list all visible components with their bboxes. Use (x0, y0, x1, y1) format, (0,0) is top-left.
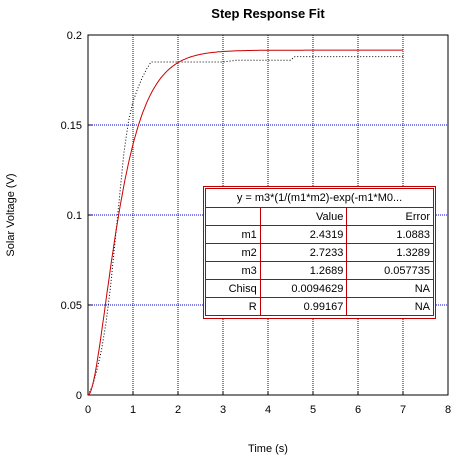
x-tick-label: 0 (85, 404, 91, 416)
param-error: 0.057735 (346, 261, 434, 280)
x-tick-label: 3 (220, 404, 226, 416)
param-value: 2.4319 (259, 225, 348, 244)
param-name: m2 (205, 243, 261, 262)
param-value: 1.2689 (259, 261, 348, 280)
x-tick-label: 4 (265, 404, 271, 416)
param-name: Chisq (205, 279, 261, 298)
y-tick-label: 0.05 (61, 300, 82, 312)
table-row: m3 1.2689 0.057735 (205, 261, 434, 280)
fit-equation: y = m3*(1/(m1*m2)-exp(-m1*M0... (205, 188, 434, 208)
x-tick-labels: 0 1 2 3 4 5 6 7 8 (85, 404, 451, 416)
chart-title: Step Response Fit (211, 6, 325, 21)
table-header-cell: Error (346, 207, 434, 226)
param-value: 2.7233 (259, 243, 348, 262)
param-value: 0.0094629 (259, 279, 348, 298)
y-tick-label: 0.1 (67, 210, 82, 222)
x-tick-label: 5 (310, 404, 316, 416)
y-tick-labels: 0 0.05 0.1 0.15 0.2 (61, 30, 82, 402)
x-tick-label: 1 (130, 404, 136, 416)
table-header-cell: Value (259, 207, 348, 226)
fit-curve (87, 49, 403, 396)
table-row: Chisq 0.0094629 NA (205, 279, 434, 298)
param-error: 1.3289 (346, 243, 434, 262)
param-error: 1.0883 (346, 225, 434, 244)
table-row: m1 2.4319 1.0883 (205, 225, 434, 244)
fit-results-table: y = m3*(1/(m1*m2)-exp(-m1*M0... Value Er… (203, 186, 436, 319)
y-axis-label: Solar Voltage (V) (5, 173, 17, 256)
x-axis-label: Time (s) (248, 443, 288, 455)
param-value: 0.99167 (259, 297, 348, 316)
y-tick-label: 0.2 (67, 30, 82, 42)
param-name: R (205, 297, 261, 316)
table-row: R 0.99167 NA (205, 297, 434, 316)
x-tick-label: 7 (400, 404, 406, 416)
y-tick-label: 0 (76, 390, 82, 402)
table-header-cell (205, 207, 261, 226)
fit-equation-row: y = m3*(1/(m1*m2)-exp(-m1*M0... (205, 188, 434, 208)
x-tick-label: 6 (355, 404, 361, 416)
axis-ticks (87, 34, 449, 396)
table-row: m2 2.7233 1.3289 (205, 243, 434, 262)
param-name: m1 (205, 225, 261, 244)
x-tick-label: 2 (175, 404, 181, 416)
measured-data-line (87, 56, 403, 396)
table-header-row: Value Error (205, 207, 434, 226)
param-name: m3 (205, 261, 261, 280)
y-tick-label: 0.15 (61, 120, 82, 132)
param-error: NA (346, 297, 434, 316)
x-tick-label: 8 (445, 404, 451, 416)
param-error: NA (346, 279, 434, 298)
fit-table: y = m3*(1/(m1*m2)-exp(-m1*M0... Value Er… (205, 188, 434, 316)
